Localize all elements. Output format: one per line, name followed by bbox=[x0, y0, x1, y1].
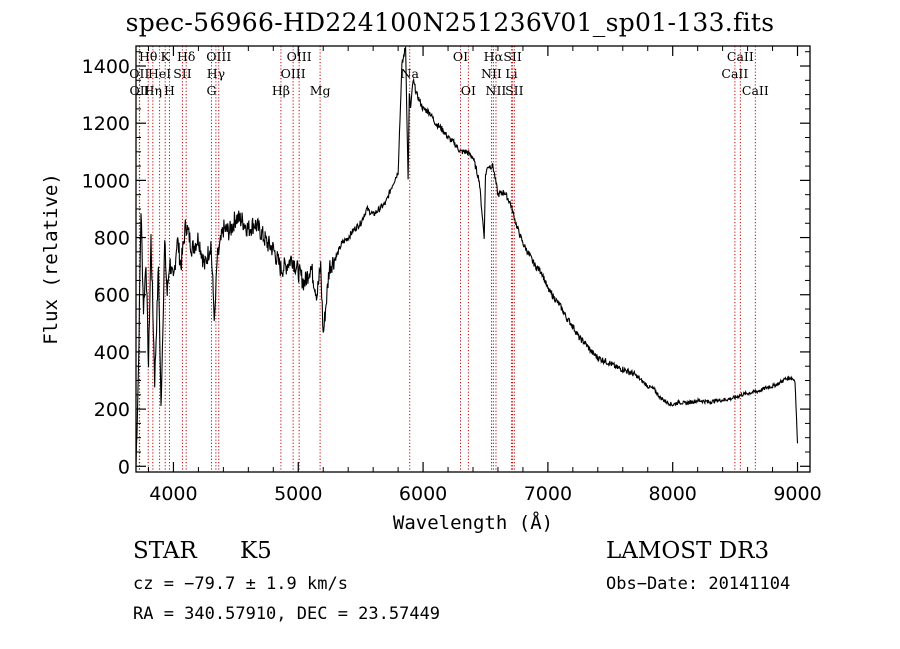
survey-label: LAMOST DR3 bbox=[606, 538, 770, 564]
radec-readout: RA = 340.57910, DEC = 23.57449 bbox=[133, 604, 441, 624]
line-label: OI bbox=[461, 83, 476, 98]
x-tick-label: 4000 bbox=[149, 483, 197, 505]
line-label: CaII bbox=[742, 83, 769, 98]
line-label: Li bbox=[505, 66, 517, 81]
line-label: OII bbox=[130, 83, 150, 98]
line-label: Hα bbox=[484, 49, 504, 64]
subclass-label: K5 bbox=[240, 538, 272, 564]
chart-title: spec-56966-HD224100N251236V01_sp01-133.f… bbox=[125, 8, 775, 37]
line-label: K bbox=[161, 49, 171, 64]
y-tick-label: 200 bbox=[94, 399, 130, 421]
y-tick-label: 1000 bbox=[82, 170, 130, 192]
y-tick-label: 1200 bbox=[82, 113, 130, 135]
line-label: OII bbox=[129, 66, 149, 81]
line-label: Hγ bbox=[207, 66, 225, 81]
line-label: OIII bbox=[281, 66, 306, 81]
line-label: NII bbox=[486, 83, 507, 98]
x-tick-label: 9000 bbox=[773, 483, 821, 505]
y-tick-label: 0 bbox=[118, 456, 130, 478]
line-label: OI bbox=[453, 49, 468, 64]
x-tick-label: 5000 bbox=[274, 483, 322, 505]
line-label: CaII bbox=[721, 66, 748, 81]
x-tick-label: 6000 bbox=[399, 483, 447, 505]
x-tick-label: 7000 bbox=[524, 483, 572, 505]
y-tick-label: 1400 bbox=[82, 56, 130, 78]
line-label: SII bbox=[173, 66, 192, 81]
line-label: Mg bbox=[310, 83, 331, 98]
x-tick-label: 8000 bbox=[649, 483, 697, 505]
class-label: STAR bbox=[133, 538, 197, 564]
line-label: Hδ bbox=[177, 49, 195, 64]
obs-date-readout: Obs−Date: 20141104 bbox=[606, 574, 791, 594]
line-label: SII bbox=[505, 83, 524, 98]
x-axis-label: Wavelength (Å) bbox=[393, 511, 553, 534]
line-label: HeI bbox=[148, 66, 171, 81]
y-tick-label: 800 bbox=[94, 228, 130, 250]
cz-readout: cz = −79.7 ± 1.9 km/s bbox=[133, 574, 348, 594]
line-markers bbox=[138, 46, 756, 472]
line-label: G bbox=[207, 83, 217, 98]
line-label: SII bbox=[503, 49, 522, 64]
line-label: OIII bbox=[206, 49, 231, 64]
axis-ticks: 4000 5000 6000 7000 8000 9000 0 200 400 600 800 100… bbox=[82, 46, 822, 505]
y-tick-label: 600 bbox=[94, 285, 130, 307]
line-label: OIII bbox=[287, 49, 312, 64]
plot-frame bbox=[135, 45, 811, 473]
line-label: Na bbox=[401, 66, 420, 81]
y-tick-label: 400 bbox=[94, 342, 130, 364]
line-label: NII bbox=[481, 66, 502, 81]
line-label: Hβ bbox=[272, 83, 290, 98]
line-label: CaII bbox=[727, 49, 754, 64]
y-axis-label: Flux (relative) bbox=[40, 173, 62, 345]
line-label: Hη bbox=[144, 83, 162, 98]
line-label: Hθ bbox=[139, 49, 157, 64]
spectrum-line bbox=[135, 45, 799, 467]
line-label: H bbox=[164, 83, 175, 98]
